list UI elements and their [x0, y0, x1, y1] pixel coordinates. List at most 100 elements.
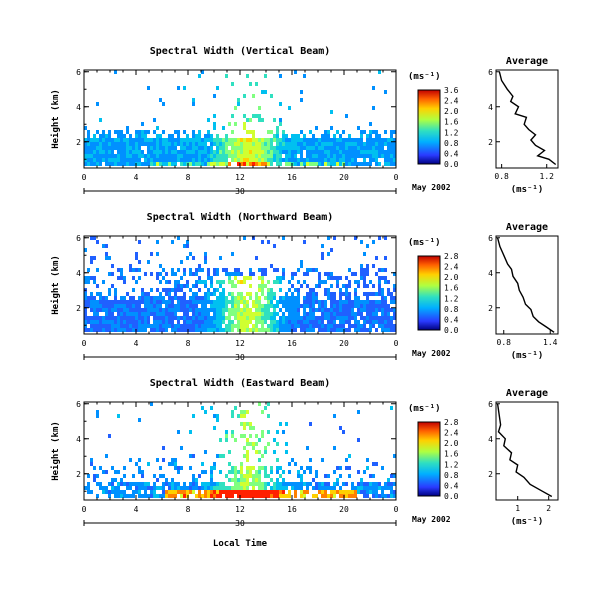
heatmap-cell: [165, 478, 168, 482]
heatmap-cell: [360, 272, 363, 276]
heatmap-cell: [129, 482, 132, 486]
heatmap-cell: [282, 138, 285, 142]
heatmap-cell: [246, 130, 249, 134]
heatmap-cell: [306, 466, 309, 470]
heatmap-cell: [336, 324, 339, 328]
heatmap-cell: [297, 268, 300, 272]
heatmap-cell: [276, 494, 279, 498]
heatmap-cell: [135, 150, 138, 154]
heatmap-cell: [93, 276, 96, 280]
heatmap-cell: [192, 98, 195, 102]
heatmap-cell: [351, 154, 354, 158]
heatmap-cell: [174, 284, 177, 288]
heatmap-cell: [138, 296, 141, 300]
heatmap-cell: [90, 324, 93, 328]
heatmap-cell: [123, 316, 126, 320]
heatmap-cell: [87, 134, 90, 138]
date-tick-label: 30: [235, 519, 245, 528]
heatmap-cell: [93, 300, 96, 304]
heatmap-cell: [357, 410, 360, 414]
heatmap-cell: [84, 312, 87, 316]
heatmap-cell: [375, 158, 378, 162]
heatmap-cell: [219, 150, 222, 154]
heatmap-cell: [144, 312, 147, 316]
heatmap-cell: [342, 312, 345, 316]
heatmap-cell: [96, 494, 99, 498]
heatmap-cell: [345, 328, 348, 332]
heatmap-cell: [297, 158, 300, 162]
heatmap-cell: [363, 158, 366, 162]
heatmap-cell: [108, 494, 111, 498]
heatmap-cell: [231, 486, 234, 490]
heatmap-cell: [153, 154, 156, 158]
heatmap-cell: [261, 304, 264, 308]
heatmap-cell: [108, 272, 111, 276]
heatmap-cell: [333, 292, 336, 296]
heatmap-cell: [84, 296, 87, 300]
heatmap-cell: [384, 300, 387, 304]
heatmap-cell: [213, 158, 216, 162]
heatmap-cell: [357, 296, 360, 300]
heatmap-cell: [246, 154, 249, 158]
heatmap-cell: [372, 490, 375, 494]
heatmap-cell: [282, 316, 285, 320]
heatmap-cell: [135, 320, 138, 324]
x-tick-label: 20: [339, 505, 349, 514]
heatmap-cell: [237, 280, 240, 284]
heatmap-cell: [99, 304, 102, 308]
heatmap-cell: [291, 146, 294, 150]
heatmap-cell: [144, 130, 147, 134]
heatmap-cell: [201, 308, 204, 312]
heatmap-cell: [147, 324, 150, 328]
heatmap-cell: [258, 474, 261, 478]
profile-x-label: (ms⁻¹): [511, 517, 544, 527]
heatmap-cell: [267, 142, 270, 146]
heatmap-cell: [273, 146, 276, 150]
heatmap-cell: [90, 236, 93, 240]
heatmap-cell: [117, 162, 120, 166]
heatmap-cell: [261, 268, 264, 272]
heatmap-cell: [273, 292, 276, 296]
heatmap-cell: [294, 138, 297, 142]
heatmap-cell: [111, 154, 114, 158]
heatmap-cell: [165, 154, 168, 158]
heatmap-cell: [315, 150, 318, 154]
heatmap-cell: [339, 158, 342, 162]
heatmap-cell: [132, 328, 135, 332]
heatmap-cell: [372, 284, 375, 288]
heatmap-cell: [240, 292, 243, 296]
heatmap-cell: [327, 162, 330, 166]
heatmap-cell: [315, 158, 318, 162]
heatmap-cell: [108, 256, 111, 260]
heatmap-cell: [243, 410, 246, 414]
heatmap-cell: [171, 138, 174, 142]
heatmap-cell: [333, 324, 336, 328]
heatmap-cell: [204, 138, 207, 142]
heatmap-cell: [348, 474, 351, 478]
heatmap-cell: [333, 486, 336, 490]
date-tick-label: 30: [235, 187, 245, 196]
heatmap-cell: [108, 312, 111, 316]
heatmap-cell: [207, 146, 210, 150]
heatmap-cell: [144, 296, 147, 300]
heatmap-cell: [288, 462, 291, 466]
heatmap-cell: [255, 304, 258, 308]
heatmap-cell: [201, 142, 204, 146]
heatmap-cell: [243, 114, 246, 118]
heatmap-cell: [390, 316, 393, 320]
heatmap-cell: [198, 312, 201, 316]
heatmap-cell: [222, 486, 225, 490]
heatmap-cell: [135, 304, 138, 308]
heatmap-cell: [129, 162, 132, 166]
heatmap-cell: [99, 316, 102, 320]
heatmap-cell: [147, 486, 150, 490]
heatmap-cell: [258, 288, 261, 292]
heatmap-cell: [156, 320, 159, 324]
heatmap-cell: [93, 304, 96, 308]
heatmap-cell: [165, 288, 168, 292]
heatmap-cell: [150, 154, 153, 158]
heatmap-cell: [261, 138, 264, 142]
heatmap-cell: [369, 328, 372, 332]
heatmap-cell: [138, 328, 141, 332]
heatmap-cell: [306, 316, 309, 320]
